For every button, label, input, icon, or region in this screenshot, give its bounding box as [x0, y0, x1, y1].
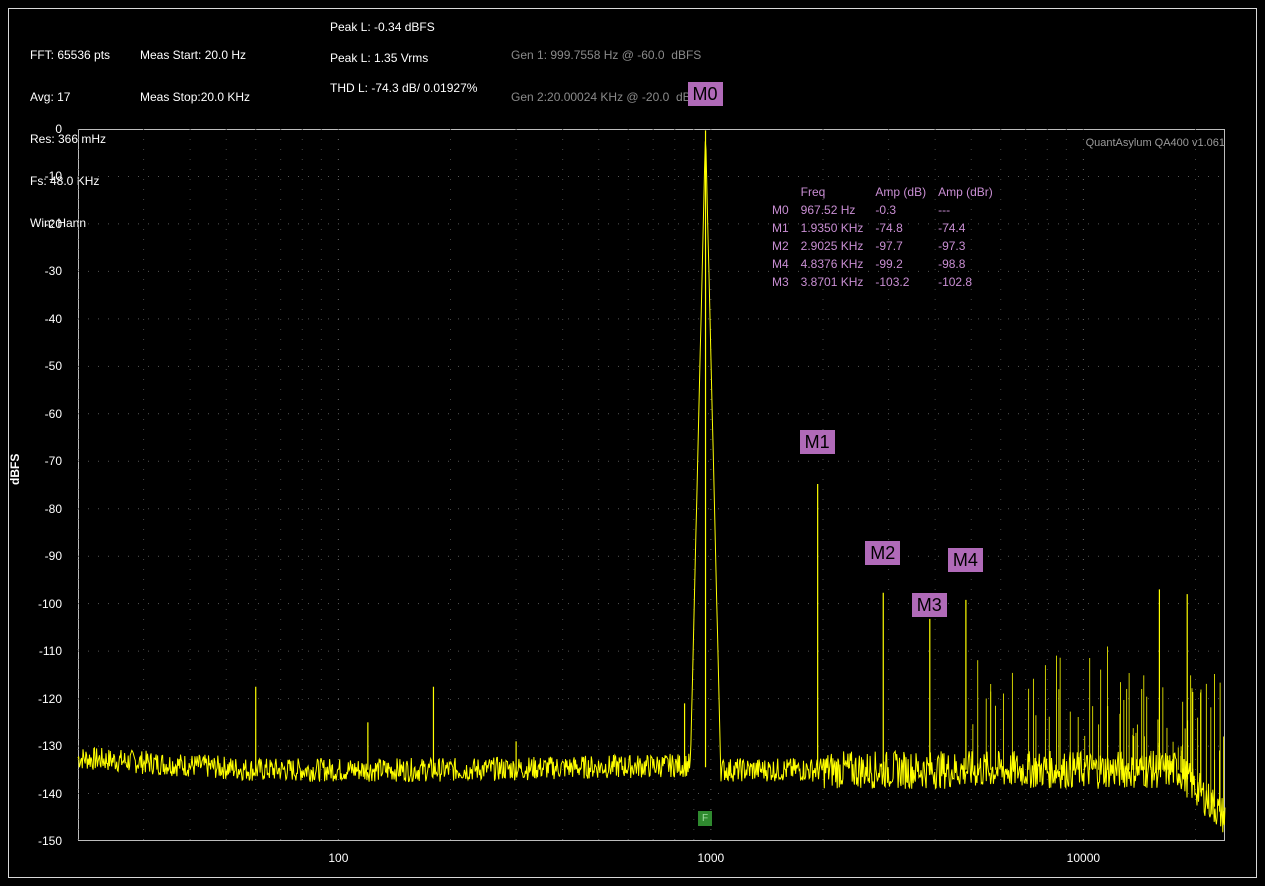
marker-table-cell: M2	[772, 239, 789, 253]
marker-table-cell: -103.2	[875, 275, 910, 289]
marker-table-cell: 2.9025 KHz	[800, 239, 864, 253]
plot-area[interactable]	[78, 129, 1225, 841]
marker-label-m3[interactable]: M3	[911, 592, 947, 617]
plot-frame	[8, 8, 1257, 878]
y-tick-label: -140	[37, 786, 62, 801]
avg-count: Avg: 17	[30, 90, 71, 104]
marker-label-m4[interactable]: M4	[947, 547, 983, 572]
marker-table-cell: -0.3	[875, 203, 897, 217]
marker-table-cell: 967.52 Hz	[800, 203, 856, 217]
marker-table-header: Amp (dBr)	[938, 185, 993, 199]
marker-table-header: Freq	[800, 185, 826, 199]
marker-table-header	[766, 183, 795, 201]
frequency-cursor-marker[interactable]: F	[698, 811, 712, 826]
meas-start: Meas Start: 20.0 Hz	[140, 48, 247, 62]
y-tick-label: -70	[44, 454, 62, 469]
marker-table-cell: 4.8376 KHz	[800, 257, 864, 271]
x-tick-label: 1000	[697, 851, 725, 865]
marker-table-row: M0 967.52 Hz -0.3 ---	[766, 201, 999, 219]
measure-range: Meas Start: 20.0 Hz Meas Stop:20.0 KHz	[140, 20, 250, 118]
marker-table-row: M3 3.8701 KHz -103.2 -102.8	[766, 273, 999, 291]
marker-table-cell: M0	[772, 203, 789, 217]
marker-table-cell: M4	[772, 257, 789, 271]
marker-table-cell: -97.3	[938, 239, 966, 253]
marker-table-cell: -74.4	[938, 221, 966, 235]
y-tick-label: 0	[55, 122, 62, 136]
fft-points: FFT: 65536 pts	[30, 48, 111, 62]
peak-dbfs: Peak L: -0.34 dBFS	[330, 20, 435, 34]
y-tick-label: -40	[44, 311, 62, 326]
y-tick-label: -120	[37, 691, 62, 706]
marker-label-m1[interactable]: M1	[799, 430, 835, 455]
noise-floor-trace	[77, 141, 1226, 833]
y-tick-label: -130	[37, 739, 62, 754]
peak-vrms: Peak L: 1.35 Vrms	[330, 51, 429, 65]
y-tick-label: -150	[37, 834, 62, 848]
y-tick-label: -100	[37, 596, 62, 611]
marker-table-header: Amp (dB)	[875, 185, 927, 199]
y-tick-label: -110	[38, 644, 62, 659]
x-tick-label: 100	[328, 851, 349, 865]
gen1-readout: Gen 1: 999.7558 Hz @ -60.0 dBFS	[511, 48, 702, 62]
marker-label-m2[interactable]: M2	[865, 540, 901, 565]
y-tick-label: -90	[44, 549, 62, 564]
y-tick-label: -80	[44, 501, 62, 516]
y-tick-label: -10	[44, 169, 62, 184]
marker-table-row: M4 4.8376 KHz -99.2 -98.8	[766, 255, 999, 273]
x-tick-label: 10000	[1066, 851, 1101, 865]
marker-table-cell: 1.9350 KHz	[800, 221, 864, 235]
marker-table-cell: -74.8	[875, 221, 903, 235]
marker-table-row: M2 2.9025 KHz -97.7 -97.3	[766, 237, 999, 255]
marker-label-m0[interactable]: M0	[687, 82, 723, 107]
marker-table-cell: -98.8	[938, 257, 966, 271]
y-tick-label: -20	[44, 216, 62, 231]
y-tick-label: -60	[44, 406, 62, 421]
watermark: QuantAsylum QA400 v1.061	[1085, 137, 1225, 149]
marker-table: Freq Amp (dB) Amp (dBr) M0 967.52 Hz -0.3 --- M…	[766, 183, 999, 291]
meas-stop: Meas Stop:20.0 KHz	[140, 90, 251, 104]
marker-table-cell: -99.2	[875, 257, 903, 271]
marker-table-cell: -97.7	[875, 239, 903, 253]
marker-table-cell: 3.8701 KHz	[800, 275, 864, 289]
marker-table-cell: M1	[772, 221, 789, 235]
marker-table-cell: ---	[938, 203, 951, 217]
y-tick-label: -50	[44, 359, 62, 374]
marker-table-row: M1 1.9350 KHz -74.8 -74.4	[766, 219, 999, 237]
y-tick-label: -30	[44, 264, 62, 279]
marker-table-cell: -102.8	[938, 275, 973, 289]
thd-readout: THD L: -74.3 dB/ 0.01927%	[330, 81, 478, 95]
marker-table-cell: M3	[772, 275, 789, 289]
resolution: Res: 366 mHz	[30, 132, 107, 146]
sample-rate: Fs: 48.0 KHz	[30, 174, 100, 188]
